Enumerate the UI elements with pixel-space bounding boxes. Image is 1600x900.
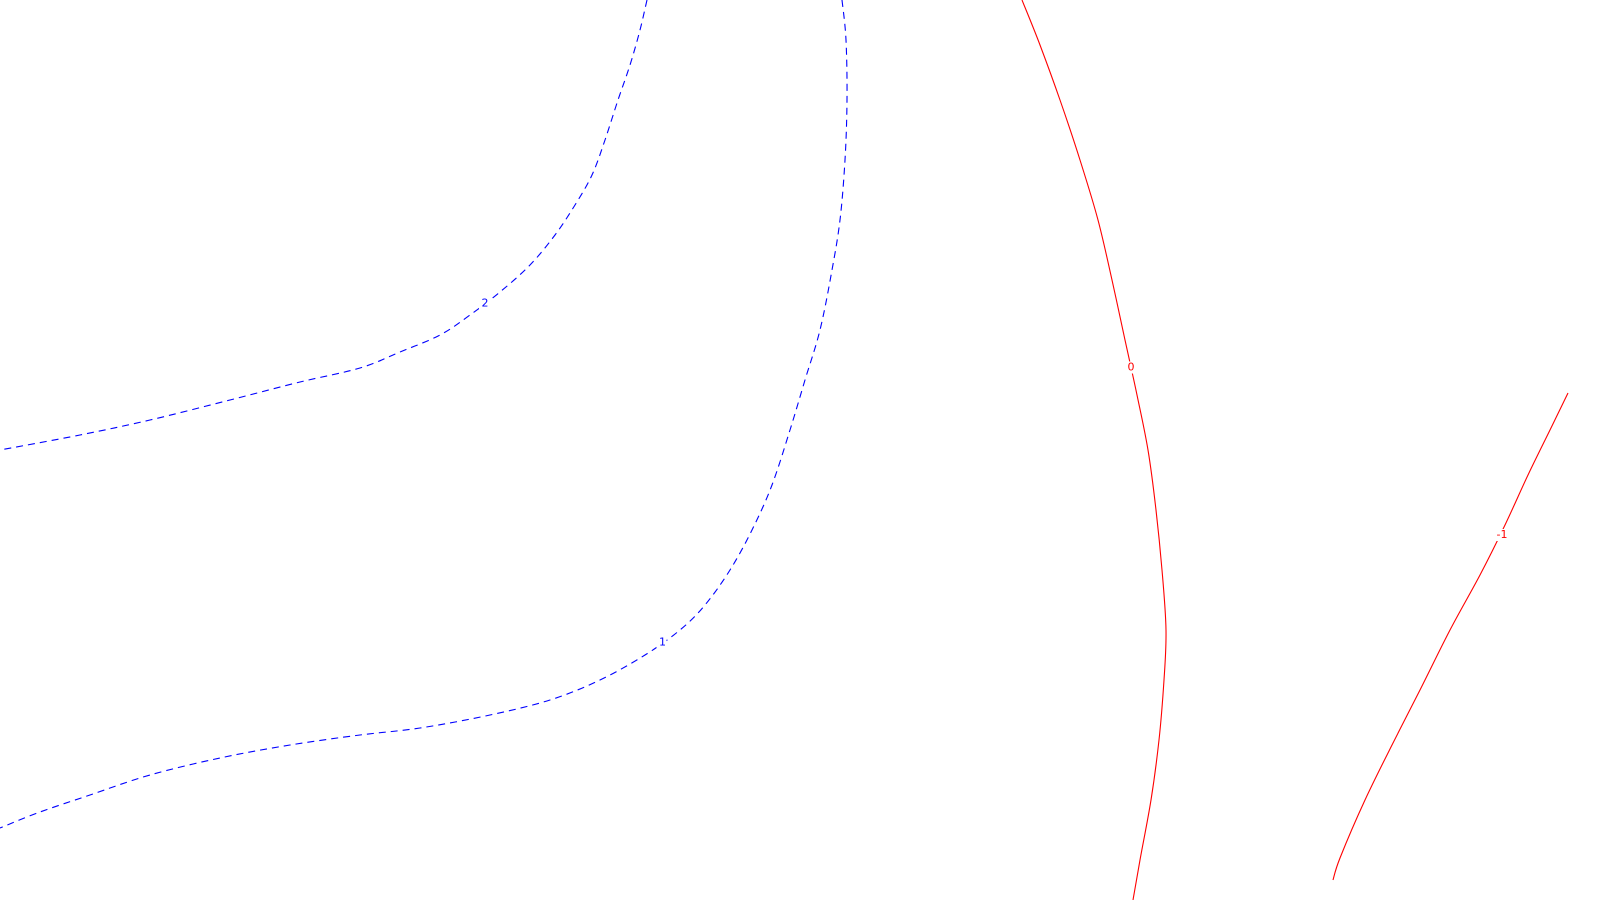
contour-label-background [479, 297, 489, 310]
contour-line-level-1 [0, 0, 848, 829]
contour-label-background [1494, 529, 1510, 541]
contour-line-level-neg1 [1332, 392, 1569, 881]
contour-label-background [656, 636, 667, 649]
contour-line-level-2 [0, 0, 648, 451]
contour-line-level-0 [1021, 0, 1167, 900]
contour-label-level-1: 1 [659, 636, 666, 649]
contour-label-level-2: 2 [482, 297, 489, 310]
contour-label-level-0: 0 [1128, 361, 1135, 374]
contour-label-level-neg1: -1 [1497, 528, 1508, 541]
contour-labels: 2 1 0 -1 [479, 297, 1510, 649]
contour-label-background [1125, 361, 1135, 374]
